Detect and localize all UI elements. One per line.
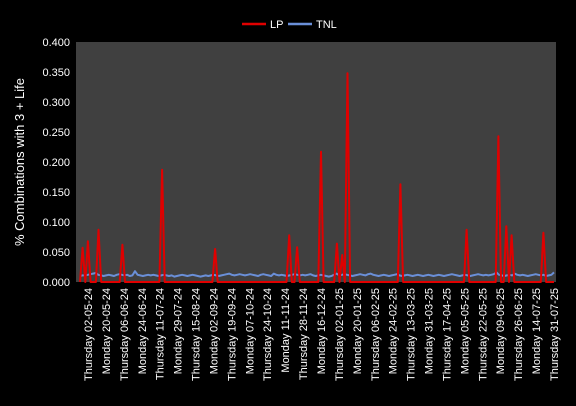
x-tick-label: Monday 14-07-25 — [531, 288, 543, 374]
x-tick-label: Thursday 02-05-24 — [83, 288, 95, 381]
x-tick-label: Thursday 15-08-24 — [191, 288, 203, 381]
x-tick-label: Monday 31-03-25 — [424, 288, 436, 374]
y-tick-label: 0.150 — [42, 187, 70, 199]
x-tick-label: Monday 16-12-24 — [316, 288, 328, 374]
x-tick-label: Monday 11-11-24 — [280, 288, 292, 373]
x-tick-label: Thursday 24-10-24 — [262, 288, 274, 381]
y-axis-ticks: 0.000 0.050 0.100 0.150 0.200 0.250 0.300 0.350… — [42, 37, 70, 289]
series-lines — [79, 72, 555, 283]
x-tick-label: Thursday 02-01-25 — [334, 288, 346, 381]
x-tick-label: Thursday 22-05-25 — [477, 288, 489, 381]
y-tick-label: 0.350 — [42, 67, 70, 79]
y-axis-label: % Combinations with 3 + Life — [12, 78, 27, 246]
y-tick-label: 0.100 — [42, 217, 70, 229]
legend-label-lp: LP — [270, 19, 283, 31]
y-tick-label: 0.000 — [42, 277, 70, 289]
x-tick-label: Thursday 26-06-25 — [513, 288, 525, 381]
x-tick-label: Monday 05-05-25 — [459, 288, 471, 374]
x-tick-label: Thursday 06-06-24 — [119, 288, 131, 381]
x-tick-label: Monday 29-07-24 — [173, 288, 185, 374]
y-tick-label: 0.250 — [42, 127, 70, 139]
x-tick-label: Monday 20-05-24 — [101, 288, 113, 374]
x-tick-label: Thursday 28-11-24 — [298, 288, 310, 380]
x-tick-label: Monday 07-10-24 — [244, 288, 256, 374]
y-tick-label: 0.300 — [42, 97, 70, 109]
legend-label-tnl: TNL — [316, 19, 337, 31]
x-tick-label: Thursday 31-07-25 — [549, 288, 561, 381]
x-axis-ticks: Thursday 02-05-24 Monday 20-05-24 Thursday… — [83, 288, 561, 381]
legend: LP TNL — [242, 19, 337, 31]
y-tick-label: 0.050 — [42, 247, 70, 259]
x-tick-label: Thursday 13-03-25 — [406, 288, 418, 381]
x-tick-label: Thursday 06-02-25 — [370, 288, 382, 381]
x-tick-label: Monday 09-06-25 — [495, 288, 507, 374]
series-line-lp — [79, 72, 554, 283]
x-tick-label: Monday 24-06-24 — [137, 288, 149, 374]
y-tick-label: 0.200 — [42, 157, 70, 169]
y-tick-label: 0.400 — [42, 37, 70, 49]
x-tick-label: Thursday 11-07-24 — [155, 288, 167, 380]
plot-area — [76, 42, 556, 282]
x-tick-label: Monday 24-02-25 — [388, 288, 400, 374]
x-tick-label: Monday 02-09-24 — [208, 288, 220, 374]
x-tick-label: Thursday 17-04-25 — [441, 288, 453, 381]
x-tick-label: Thursday 19-09-24 — [226, 288, 238, 381]
x-tick-label: Monday 20-01-25 — [352, 288, 364, 374]
